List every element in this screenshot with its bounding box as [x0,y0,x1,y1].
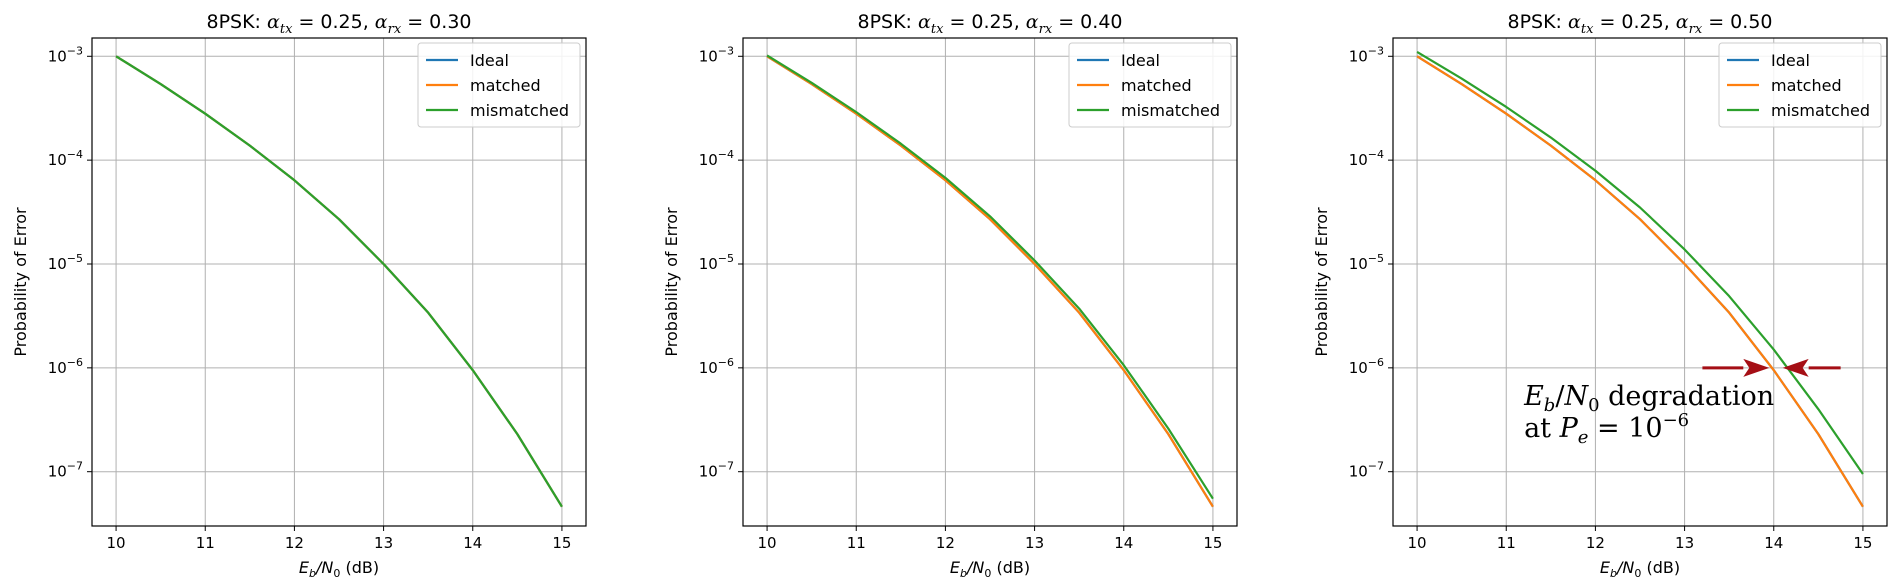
x-tick-label: 15 [1853,534,1872,552]
y-tick-label: 10−6 [1349,356,1384,377]
y-tick-label: 10−5 [699,252,734,273]
legend-label-mismatched: mismatched [1771,101,1870,120]
x-tick-label: 10 [1408,534,1427,552]
x-tick-label: 15 [552,534,571,552]
x-tick-label: 11 [1497,534,1516,552]
legend-label-matched: matched [1121,76,1192,95]
legend-label-matched: matched [470,76,541,95]
legend-box [1068,42,1232,128]
plot-frame [742,37,1238,527]
y-tick-label: 10−4 [699,148,734,169]
legend-label-mismatched: mismatched [470,101,569,120]
series-line-matched [766,55,1214,508]
y-tick-label: 10−4 [48,148,83,169]
x-tick-label: 12 [1586,534,1605,552]
y-tick-label: 10−7 [48,460,83,481]
x-tick-label: 12 [285,534,304,552]
x-tick-label: 12 [936,534,955,552]
y-tick-label: 10−3 [699,44,734,65]
y-tick-label: 10−5 [48,252,83,273]
annotation-line-1: Eb/N0 degradation [1523,381,1774,416]
x-tick-label: 14 [1114,534,1133,552]
y-tick-label: 10−4 [1349,148,1384,169]
y-tick-label: 10−6 [48,356,83,377]
series-line-matched [1416,55,1864,508]
legend-box [417,42,581,128]
y-axis-label: Probability of Error [1312,207,1331,357]
chart-title: 8PSK: αtx = 0.25, αrx = 0.40 [857,11,1122,37]
chart-title: 8PSK: αtx = 0.25, αrx = 0.50 [1507,11,1772,37]
y-axis-label: Probability of Error [662,207,681,357]
x-tick-label: 14 [463,534,482,552]
legend: Ideal matched mismatched [1718,42,1882,128]
series-group [115,55,563,508]
y-tick-label: 10−6 [699,356,734,377]
legend-label-matched: matched [1771,76,1842,95]
x-tick-label: 10 [758,534,777,552]
annotation-line-2: at Pe = 10−6 [1524,410,1689,448]
legend-label-ideal: Ideal [1121,51,1160,70]
chart-title: 8PSK: αtx = 0.25, αrx = 0.30 [206,11,471,37]
x-tick-label: 15 [1203,534,1222,552]
legend-label-ideal: Ideal [1771,51,1810,70]
x-tick-label: 13 [1025,534,1044,552]
legend-label-ideal: Ideal [470,51,509,70]
y-axis-label: Probability of Error [11,207,30,357]
x-tick-label: 13 [374,534,393,552]
plot-frame [1392,37,1888,527]
legend-label-mismatched: mismatched [1121,101,1220,120]
x-tick-label: 11 [847,534,866,552]
chart-panel-1: 10 11 12 13 14 15 10−3 10−4 10−5 10−6 10−7 8PSK: αt… [11,11,587,580]
arrow-right-pointing-head [1743,358,1770,377]
x-tick-label: 13 [1675,534,1694,552]
x-tick-label: 11 [196,534,215,552]
x-axis-label: Eb/N0 (dB) [299,558,379,580]
series-line-mismatched [766,54,1214,500]
y-tick-label: 10−3 [48,44,83,65]
y-tick-label: 10−5 [1349,252,1384,273]
series-line-mismatched [115,55,563,508]
legend-box [1718,42,1882,128]
arrow-left-pointing-head [1782,358,1809,377]
chart-panel-2: 10 11 12 13 14 15 10−3 10−4 10−5 10−6 10−7 8PSK: αt… [662,11,1238,580]
plot-frame [91,37,587,527]
x-axis-label: Eb/N0 (dB) [950,558,1030,580]
legend: Ideal matched mismatched [417,42,581,128]
chart-panel-3: 10 11 12 13 14 15 10−3 10−4 10−5 10−6 10−7 8PSK: αt… [1312,11,1888,580]
y-tick-label: 10−7 [699,460,734,481]
x-tick-label: 10 [107,534,126,552]
legend: Ideal matched mismatched [1068,42,1232,128]
x-tick-label: 14 [1764,534,1783,552]
y-tick-label: 10−3 [1349,44,1384,65]
x-axis-label: Eb/N0 (dB) [1600,558,1680,580]
series-group [766,54,1214,508]
y-tick-label: 10−7 [1349,460,1384,481]
